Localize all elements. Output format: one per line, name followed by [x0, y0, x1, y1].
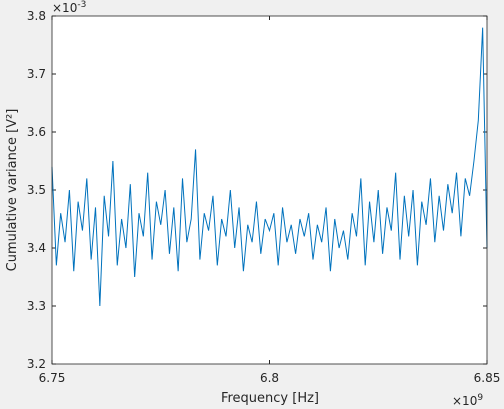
x-exponent-base: ×10 — [452, 394, 477, 408]
x-tick-label: 6.75 — [39, 371, 66, 385]
plot-area — [52, 16, 487, 364]
x-tick-label: 6.8 — [260, 371, 279, 385]
y-tick-label: 3.2 — [27, 357, 46, 371]
x-exponent: ×109 — [452, 393, 483, 408]
x-axis-label: Frequency [Hz] — [221, 391, 319, 406]
y-tick-label: 3.7 — [27, 67, 46, 81]
y-exponent-power: -3 — [77, 0, 86, 10]
x-tick-label: 6.85 — [474, 371, 501, 385]
y-exponent-base: ×10 — [52, 1, 77, 15]
y-exponent: ×10-3 — [52, 0, 86, 15]
x-exponent-power: 9 — [477, 393, 483, 403]
axes-box — [51, 15, 488, 365]
y-axis-label: Cumulative variance [V²] — [5, 109, 20, 272]
y-tick-label: 3.4 — [27, 241, 46, 255]
y-tick-label: 3.6 — [27, 125, 46, 139]
y-tick-label: 3.3 — [27, 299, 46, 313]
y-tick-label: 3.5 — [27, 183, 46, 197]
data-line — [51, 27, 488, 307]
y-tick-label: 3.8 — [27, 9, 46, 23]
